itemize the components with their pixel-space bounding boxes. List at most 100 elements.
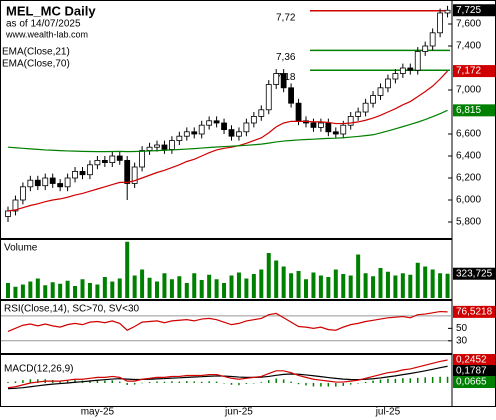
volume-bar (378, 268, 383, 298)
rsi-line (7, 310, 448, 333)
volume-bar (393, 275, 398, 298)
histogram-bar (119, 381, 121, 383)
candle-body (198, 124, 205, 135)
volume-bar (73, 286, 78, 298)
candle-body (64, 177, 71, 188)
candle-body (116, 155, 123, 161)
histogram-bar (387, 378, 389, 383)
volume-bar (192, 273, 197, 298)
histogram-bar (290, 381, 292, 383)
candle-body (437, 12, 444, 34)
volume-bar (169, 279, 174, 298)
last-value-label-box (453, 4, 495, 17)
volume-bar (244, 278, 249, 298)
y-tick-label: 6,600 (456, 129, 481, 140)
histogram-bar (372, 380, 374, 383)
candle-body (49, 177, 56, 184)
histogram-bar (357, 382, 359, 384)
histogram-bar (297, 382, 300, 385)
histogram-bar (59, 380, 61, 383)
candle-body (407, 67, 414, 71)
candle-body (109, 155, 116, 163)
candle-body (236, 131, 242, 137)
volume-bar (162, 273, 167, 298)
volume-bar (222, 283, 227, 298)
candle-body (94, 159, 101, 166)
last-value-label: 323,725 (456, 268, 493, 279)
last-value-label-box (453, 305, 495, 318)
volume-bar (184, 283, 189, 298)
y-tick-label: 6,000 (456, 195, 481, 206)
histogram-bar (29, 379, 32, 383)
last-value-label: 7,172 (456, 66, 481, 77)
candle-body (392, 73, 399, 80)
volume-bar (236, 272, 241, 298)
candle-body (206, 120, 213, 126)
histogram-bar (327, 382, 330, 387)
volume-bar (147, 277, 152, 298)
histogram-bar (417, 377, 419, 383)
volume-bar (363, 273, 368, 298)
histogram-bar (215, 381, 218, 383)
volume-bar (58, 283, 63, 298)
candle-body (355, 111, 362, 117)
y-tick-label: 6,400 (456, 151, 481, 162)
last-value-label-box (453, 65, 495, 78)
candle-body (139, 150, 146, 168)
candle-body (27, 179, 34, 188)
candle-body (258, 109, 265, 117)
volume-bar (177, 276, 182, 298)
candle-body (317, 122, 324, 128)
candle-body (280, 73, 287, 89)
histogram-bar (171, 381, 173, 383)
y-tick-label: 6,200 (456, 173, 481, 184)
last-value-label: 0,1787 (456, 366, 487, 377)
histogram-bar (14, 381, 17, 383)
volume-bar (318, 275, 323, 298)
level-label: 7,36 (276, 52, 296, 63)
histogram-bar (305, 382, 307, 386)
histogram-bar (424, 377, 426, 383)
candle-body (146, 146, 153, 151)
volume-bar (132, 275, 137, 298)
last-value-label: 6,815 (456, 105, 481, 116)
legend-entry: EMA(Close,21) (2, 47, 70, 58)
histogram-bar (37, 379, 39, 383)
volume-bar (408, 274, 413, 298)
ema-line (7, 70, 448, 212)
histogram-bar (394, 378, 397, 383)
histogram-bar (439, 376, 441, 383)
candle-body (131, 166, 138, 184)
last-value-label-box (453, 354, 495, 367)
candle-body (12, 199, 19, 212)
panel-title: MACD(12,26,9) (4, 364, 73, 375)
candle-body (347, 116, 354, 126)
last-value-label-box (453, 365, 495, 378)
volume-bar (28, 281, 33, 298)
candle-body (325, 122, 332, 133)
histogram-bar (89, 380, 91, 383)
candle-body (422, 45, 429, 52)
chart-subtitle: as of 14/07/2025 (6, 19, 81, 30)
candle-body (213, 120, 220, 124)
x-tick-label: jun-25 (224, 407, 253, 418)
candle-body (5, 210, 11, 217)
candle-body (228, 129, 235, 137)
y-tick-label: 5,800 (456, 217, 481, 228)
histogram-bar (74, 379, 76, 383)
histogram-bar (133, 382, 136, 385)
histogram-bar (260, 382, 263, 383)
legend-entry: EMA(Close,70) (2, 59, 70, 70)
histogram-bar (409, 378, 412, 383)
candle-body (42, 177, 49, 187)
candle-body (124, 159, 131, 184)
candle-body (273, 73, 280, 85)
histogram-bar (111, 380, 114, 383)
candle-body (72, 170, 78, 179)
histogram-bar (22, 380, 24, 383)
histogram-bar (312, 382, 315, 387)
volume-bar (430, 269, 435, 298)
volume-bar (274, 260, 279, 298)
histogram-bar (163, 381, 166, 383)
candle-body (362, 102, 369, 113)
